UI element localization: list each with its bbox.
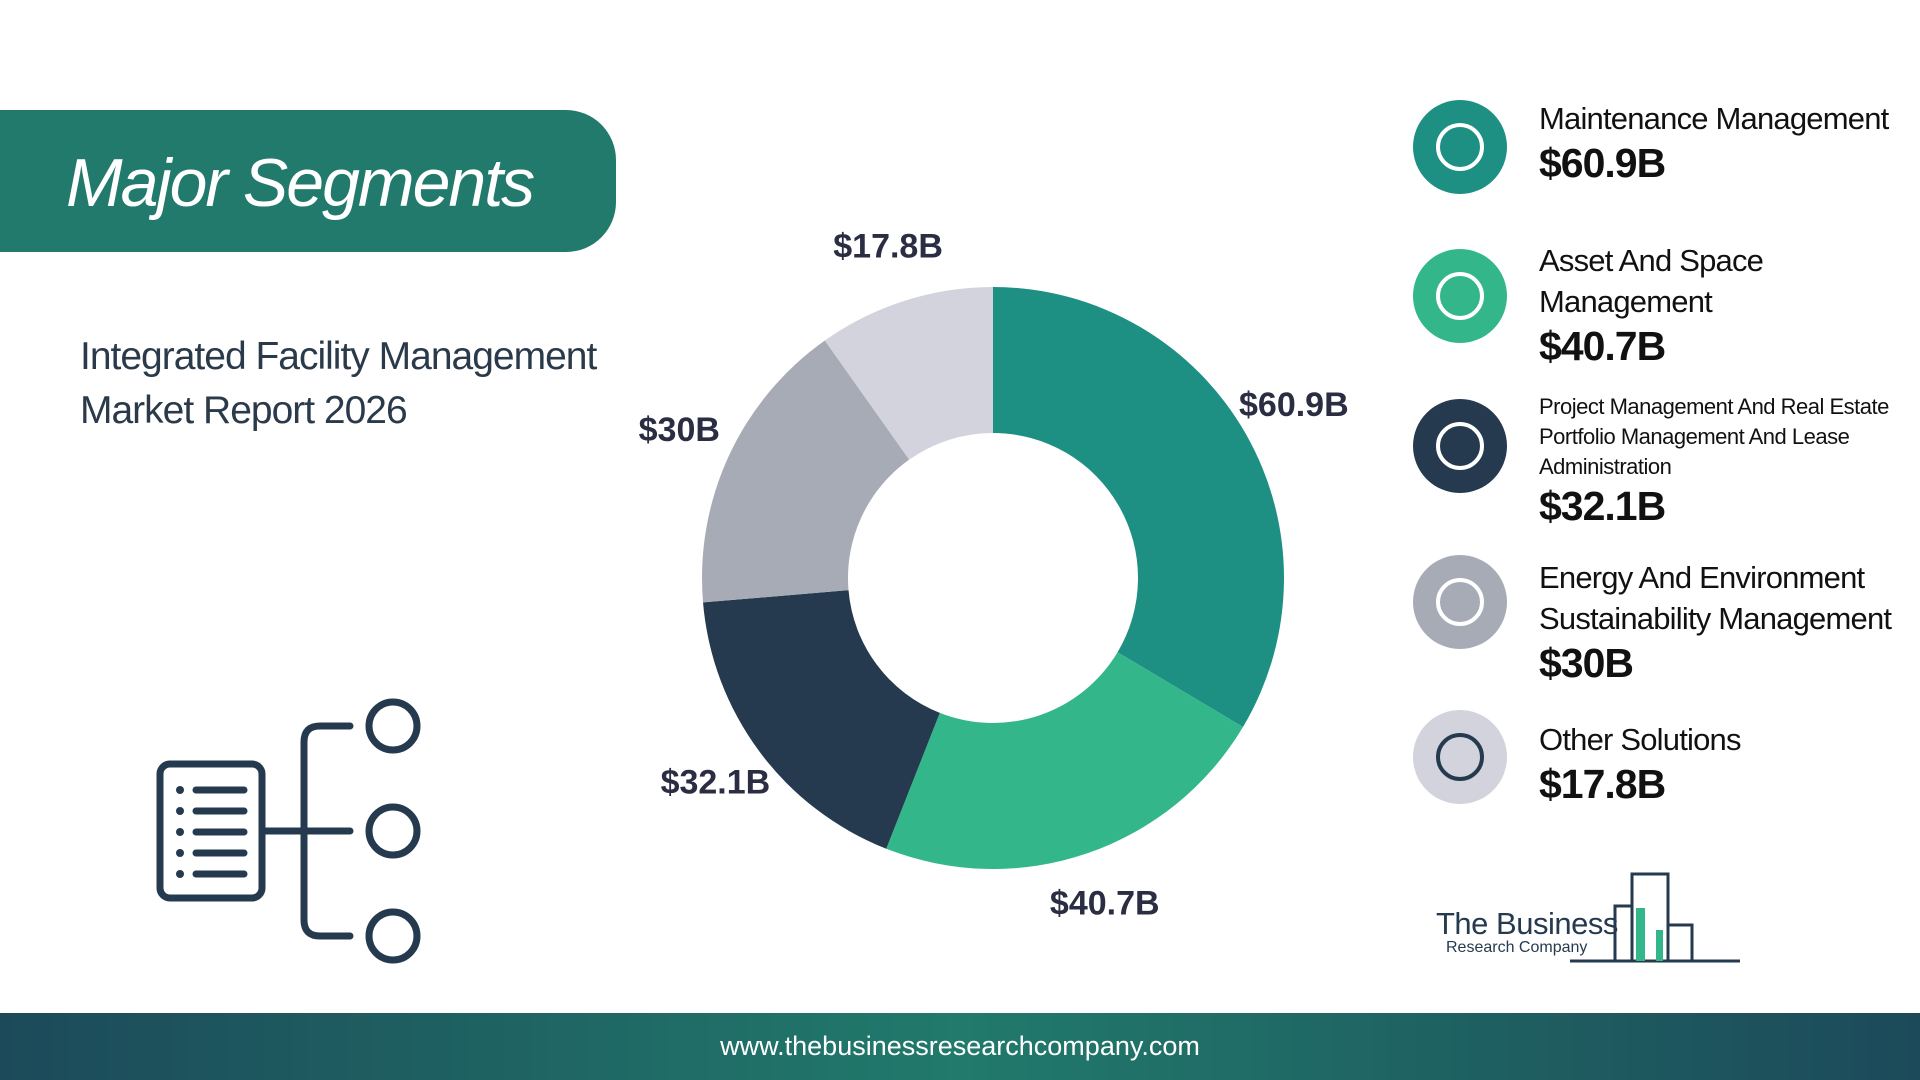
legend-icon — [1413, 249, 1507, 343]
donut-slice — [886, 652, 1243, 869]
legend-value: $17.8B — [1539, 761, 1666, 807]
legend-label: Maintenance Management — [1539, 101, 1889, 136]
legend-icon — [1413, 399, 1507, 493]
legend-icon-ring — [1436, 422, 1484, 470]
legend-label: Project Management And Real Estate Portf… — [1539, 394, 1889, 479]
footer: www.thebusinessresearchcompany.com — [0, 1013, 1920, 1080]
legend-icon-ring — [1436, 733, 1484, 781]
legend-label: Asset And Space Management — [1539, 243, 1764, 319]
data-label: $17.8B — [833, 227, 943, 265]
title-banner: Major Segments — [0, 110, 616, 252]
donut-slice — [703, 590, 940, 849]
legend-icon — [1413, 100, 1507, 194]
list-icon — [156, 698, 421, 964]
data-label: $30B — [639, 411, 720, 449]
data-label: $40.7B — [1050, 884, 1160, 922]
logo-text: The Business — [1436, 906, 1618, 941]
legend-item: Maintenance Management $60.9B — [1539, 98, 1914, 187]
donut-slice — [702, 340, 910, 603]
donut-slice — [824, 287, 993, 460]
legend-icon-ring — [1436, 578, 1484, 626]
legend-value: $60.9B — [1539, 140, 1666, 186]
legend-icon — [1413, 710, 1507, 804]
legend-item: Energy And Environment Sustainability Ma… — [1539, 557, 1914, 687]
legend-label: Energy And Environment Sustainability Ma… — [1539, 560, 1892, 636]
data-label: $60.9B — [1239, 386, 1349, 424]
donut-slice — [993, 287, 1284, 727]
logo-bar — [1656, 930, 1663, 961]
logo-graphic — [1570, 872, 1740, 963]
legend-icon-ring — [1436, 123, 1484, 171]
legend-label: Other Solutions — [1539, 722, 1741, 757]
list-dots — [176, 786, 184, 878]
legend-value: $32.1B — [1539, 483, 1666, 529]
legend-icon-ring — [1436, 272, 1484, 320]
data-label: $32.1B — [661, 763, 771, 801]
logo-text: Research Company — [1446, 939, 1588, 956]
legend-icon — [1413, 555, 1507, 649]
footer-url: www.thebusinessresearchcompany.com — [720, 1031, 1200, 1061]
legend-item: Asset And Space Management $40.7B — [1539, 240, 1914, 370]
title: Major Segments — [66, 145, 535, 221]
legend-item: Project Management And Real Estate Portf… — [1539, 392, 1914, 530]
legend-item: Other Solutions $17.8B — [1539, 719, 1914, 808]
legend-value: $40.7B — [1539, 323, 1666, 369]
legend-value: $30B — [1539, 640, 1634, 686]
logo-bar — [1636, 908, 1645, 961]
subtitle: Integrated Facility Management Market Re… — [80, 335, 597, 432]
